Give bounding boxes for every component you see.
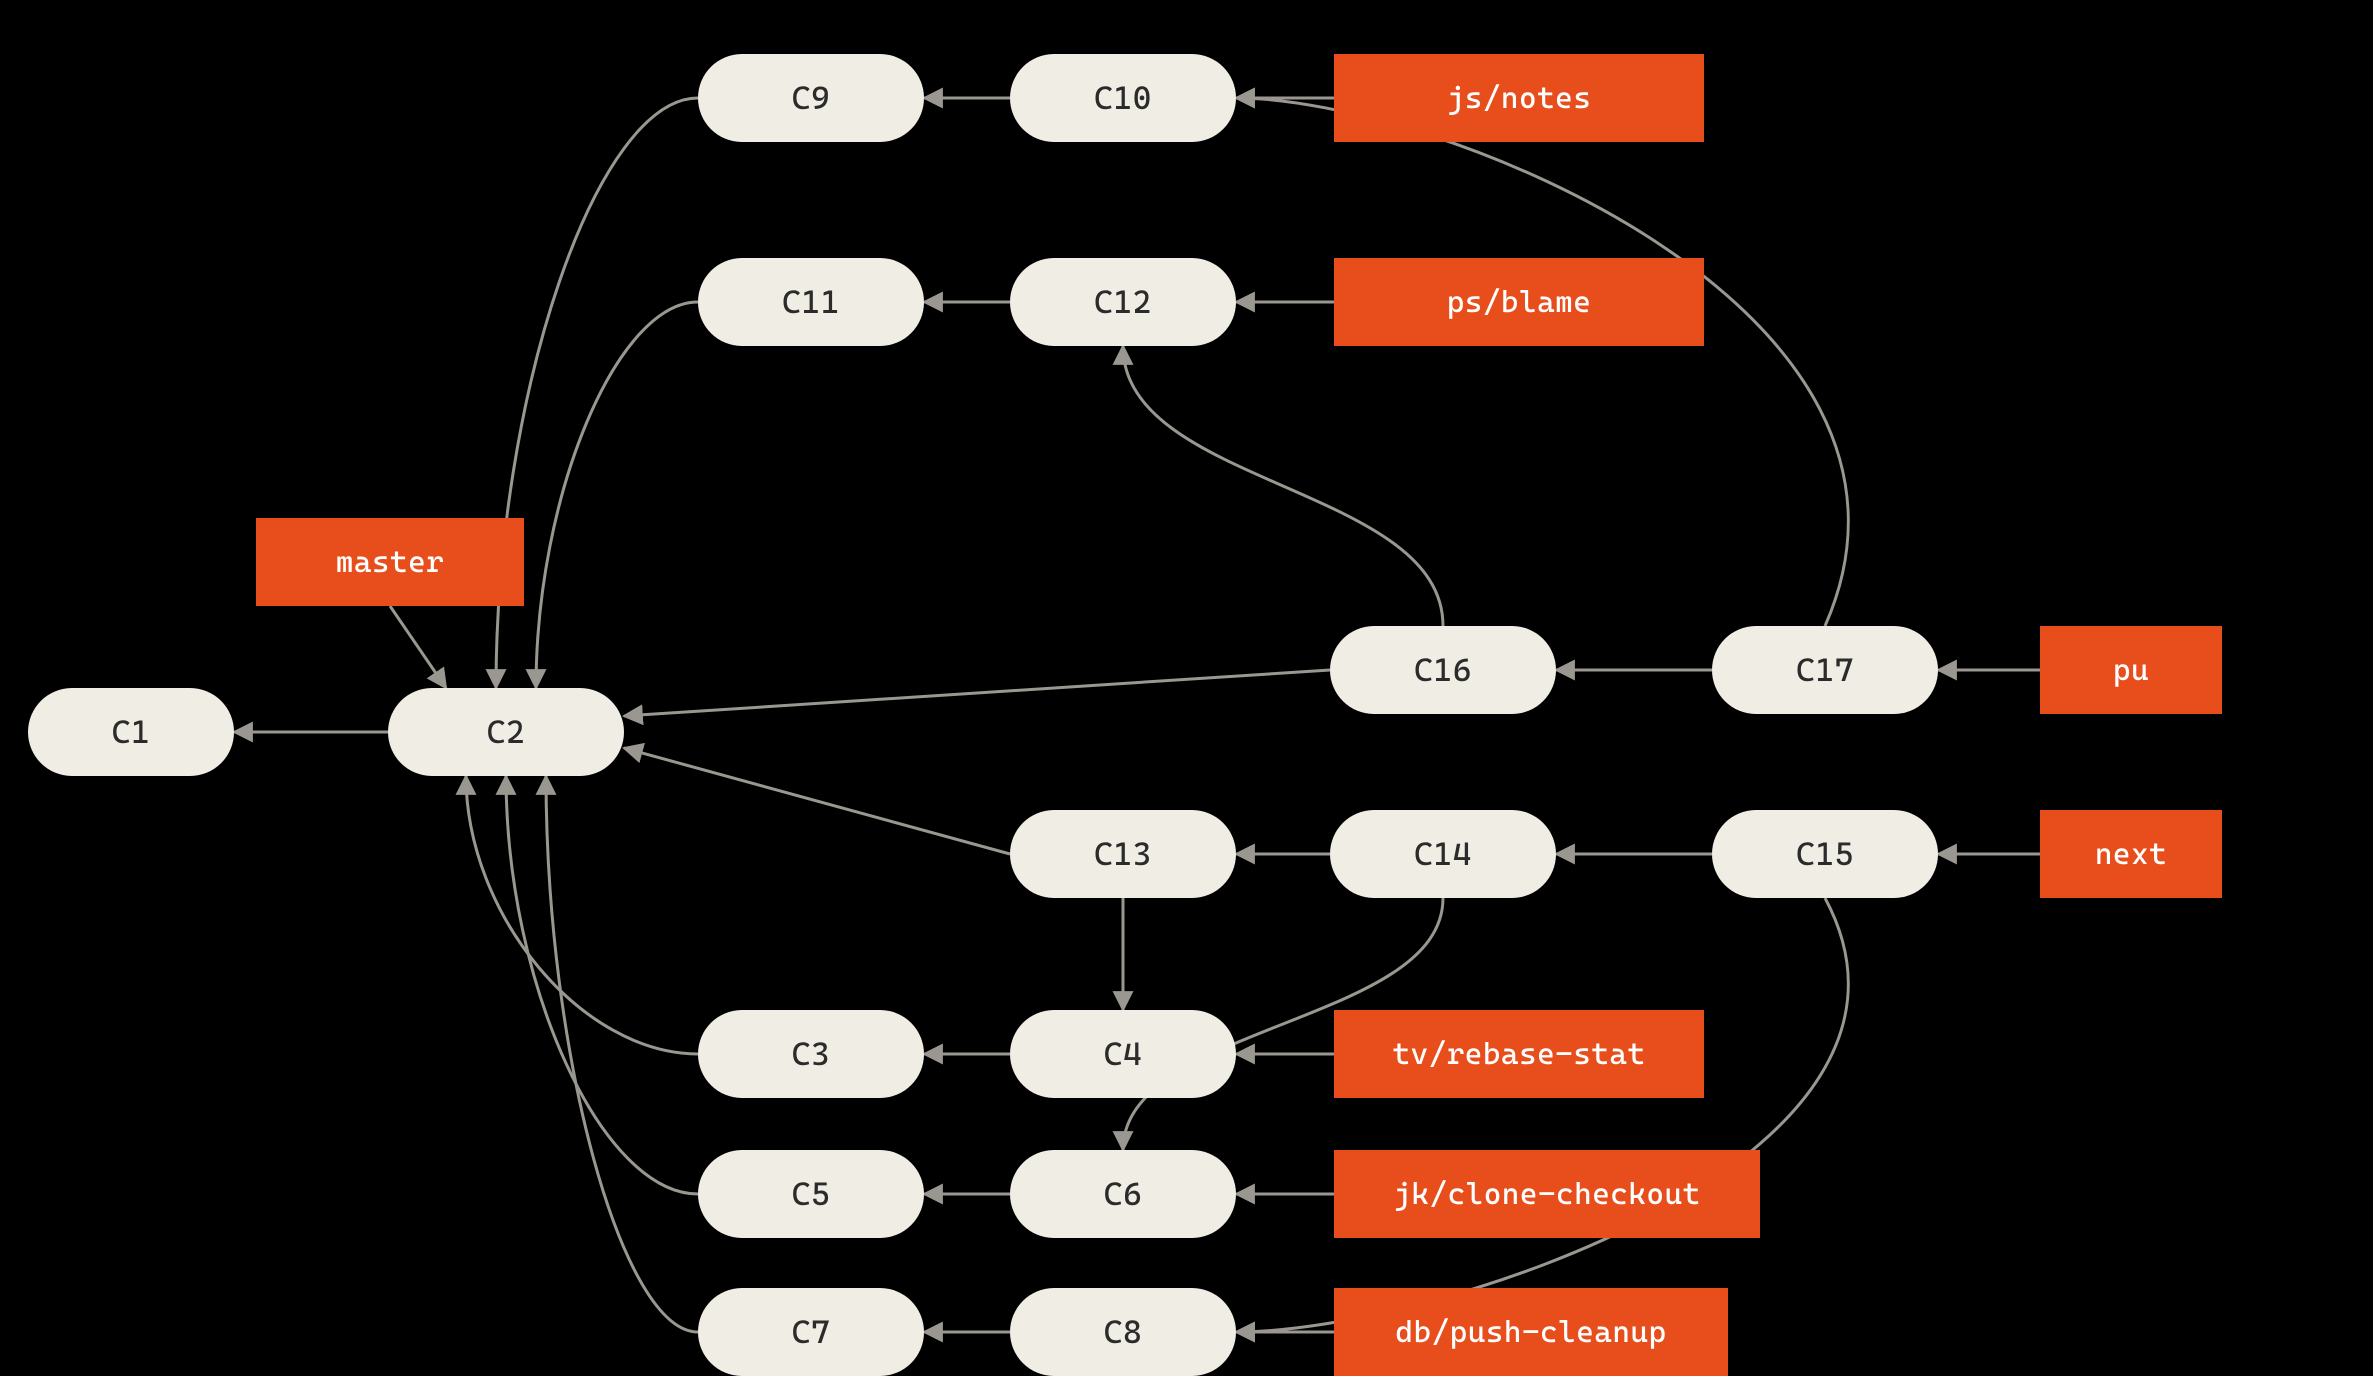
edge-c7-to-c2 [546,776,698,1332]
commit-node-c4: C4 [1010,1010,1236,1098]
edge-c17-to-c10 [1236,98,1848,626]
edge-c3-to-c2 [466,776,698,1054]
edge-c15-to-c8 [1236,898,1848,1332]
branch-label-b_tvr: tv/rebase-stat [1334,1010,1704,1098]
branch-label-b_next: next [2040,810,2222,898]
branch-label-b_dbp: db/push-cleanup [1334,1288,1728,1376]
commit-node-c2: C2 [388,688,624,776]
commit-node-c14: C14 [1330,810,1556,898]
commit-node-c11: C11 [698,258,924,346]
commit-node-c17: C17 [1712,626,1938,714]
commit-node-c13: C13 [1010,810,1236,898]
edge-b_master-to-c2 [390,606,446,688]
commit-node-c10: C10 [1010,54,1236,142]
branch-label-b_psb: ps/blame [1334,258,1704,346]
branch-label-b_jsn: js/notes [1334,54,1704,142]
commit-node-c3: C3 [698,1010,924,1098]
branch-label-b_master: master [256,518,524,606]
branch-label-b_pu: pu [2040,626,2222,714]
commit-node-c16: C16 [1330,626,1556,714]
edge-c16-to-c12 [1123,346,1443,626]
commit-node-c12: C12 [1010,258,1236,346]
commit-node-c5: C5 [698,1150,924,1238]
edge-c16-to-c2 [624,670,1330,716]
commit-node-c7: C7 [698,1288,924,1376]
branch-label-b_jkc: jk/clone-checkout [1334,1150,1760,1238]
commit-node-c15: C15 [1712,810,1938,898]
edge-c11-to-c2 [536,302,698,688]
edge-c5-to-c2 [506,776,698,1194]
commit-node-c6: C6 [1010,1150,1236,1238]
commit-node-c1: C1 [28,688,234,776]
edge-c9-to-c2 [496,98,698,688]
edge-c13-to-c2 [624,748,1010,854]
commit-node-c9: C9 [698,54,924,142]
git-graph-diagram: C1C2C9C10C11C12C16C17C13C14C15C3C4C5C6C7… [0,0,2373,1368]
commit-node-c8: C8 [1010,1288,1236,1376]
